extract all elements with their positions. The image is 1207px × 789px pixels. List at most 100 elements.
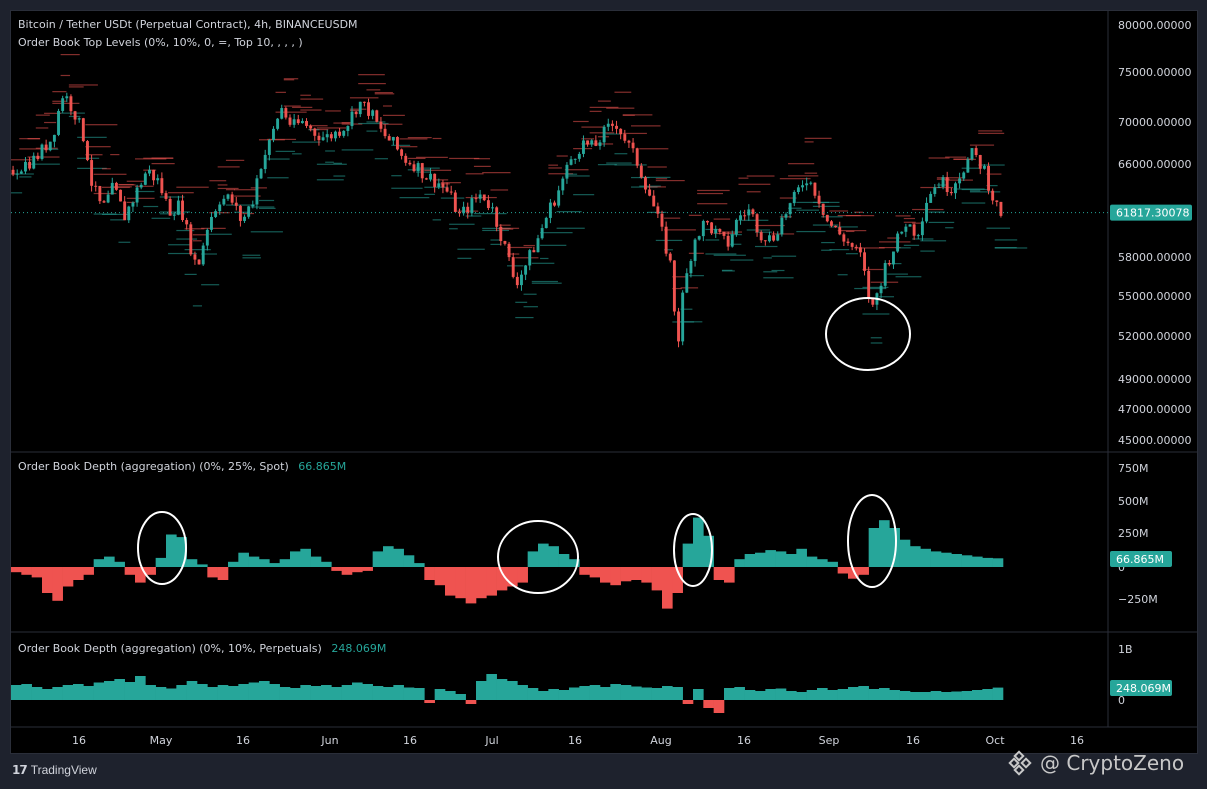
depth-bar: [403, 555, 415, 567]
price-pane[interactable]: [11, 53, 1108, 348]
candle: [247, 206, 251, 217]
order-book-level: [738, 183, 771, 185]
order-book-level: [292, 153, 302, 155]
order-book-level: [912, 222, 922, 224]
order-book-level: [184, 273, 197, 275]
depth-bar: [455, 694, 466, 700]
depth-bar: [83, 567, 94, 575]
candle: [354, 111, 358, 115]
candle: [577, 153, 581, 159]
depth-bar: [166, 688, 177, 700]
spot-depth-pane[interactable]: [11, 517, 1004, 609]
order-book-level: [52, 100, 67, 102]
candle: [586, 140, 590, 145]
price-tick-label: 80000.00000: [1118, 19, 1191, 32]
candle: [573, 158, 577, 160]
order-book-level: [879, 296, 895, 298]
tradingview-logo[interactable]: 𝟭𝟳 TradingView: [12, 763, 97, 777]
depth-bar: [889, 690, 900, 700]
candle: [858, 247, 862, 253]
depth-bar: [62, 685, 74, 700]
candle: [160, 178, 164, 194]
price-tick-label: 75000.00000: [1118, 66, 1191, 79]
depth-bar: [372, 551, 384, 567]
depth-bar: [507, 567, 518, 587]
depth-bar: [341, 567, 353, 575]
depth-bar: [631, 567, 642, 580]
depth-tick-label: 750M: [1118, 462, 1149, 475]
candle: [148, 169, 151, 174]
order-book-level: [292, 141, 321, 143]
order-book-level: [44, 121, 57, 124]
candle: [627, 140, 631, 143]
order-book-level: [540, 244, 567, 246]
candle: [387, 136, 391, 141]
candle: [635, 148, 639, 166]
candle: [639, 165, 643, 178]
order-book-level: [440, 197, 465, 199]
depth-bar: [724, 567, 735, 583]
order-book-level: [804, 172, 818, 174]
order-book-level: [573, 120, 589, 123]
depth-bar: [682, 700, 694, 704]
order-book-level: [300, 94, 311, 96]
order-book-level: [110, 186, 132, 188]
order-book-level: [672, 287, 682, 290]
order-book-level: [655, 178, 668, 180]
depth-bar: [114, 561, 125, 567]
depth-bar: [238, 684, 249, 700]
depth-bar: [889, 528, 900, 567]
order-book-level: [556, 227, 585, 229]
depth-bar: [724, 688, 735, 700]
depth-bar: [941, 692, 952, 700]
candle: [929, 193, 933, 203]
depth-bar: [42, 567, 53, 593]
candle: [805, 183, 809, 186]
order-book-level: [85, 146, 111, 148]
candle: [437, 183, 441, 187]
candle: [94, 185, 98, 187]
candle: [788, 203, 792, 215]
order-book-level: [837, 230, 867, 232]
depth-bar: [517, 685, 528, 700]
order-book-level: [391, 175, 402, 177]
candle: [482, 194, 486, 201]
order-book-level: [300, 98, 324, 100]
depth-bar: [248, 682, 260, 700]
depth-bar: [73, 684, 84, 700]
order-book-level: [862, 286, 889, 289]
candle: [768, 235, 771, 242]
order-book-level: [101, 213, 128, 216]
depth-bar: [496, 567, 508, 591]
order-book-level: [482, 229, 509, 232]
order-book-level: [978, 132, 1005, 134]
depth-bar: [817, 559, 828, 567]
order-book-level: [225, 189, 235, 191]
order-book-level: [738, 177, 749, 179]
depth-bar: [610, 567, 621, 586]
candle: [900, 231, 904, 234]
candle: [817, 195, 821, 204]
depth-bar: [672, 567, 683, 593]
order-book-level: [556, 155, 568, 157]
candle: [664, 226, 668, 254]
order-book-level: [416, 167, 440, 169]
order-book-level: [804, 137, 832, 139]
candle: [230, 194, 234, 203]
order-book-level: [788, 175, 819, 177]
depth-bar: [641, 567, 652, 583]
order-book-level: [490, 239, 500, 241]
depth-bar: [507, 681, 518, 700]
perp-depth-pane[interactable]: [11, 674, 1004, 713]
order-book-level: [159, 196, 185, 198]
depth-bar: [300, 548, 311, 567]
depth-bar: [961, 691, 973, 700]
order-book-level: [68, 86, 84, 88]
candle: [801, 185, 804, 188]
candle: [726, 235, 730, 247]
order-book-level: [60, 74, 71, 77]
depth-bar: [21, 684, 32, 700]
order-book-level: [969, 190, 981, 192]
depth-bar: [352, 567, 363, 573]
